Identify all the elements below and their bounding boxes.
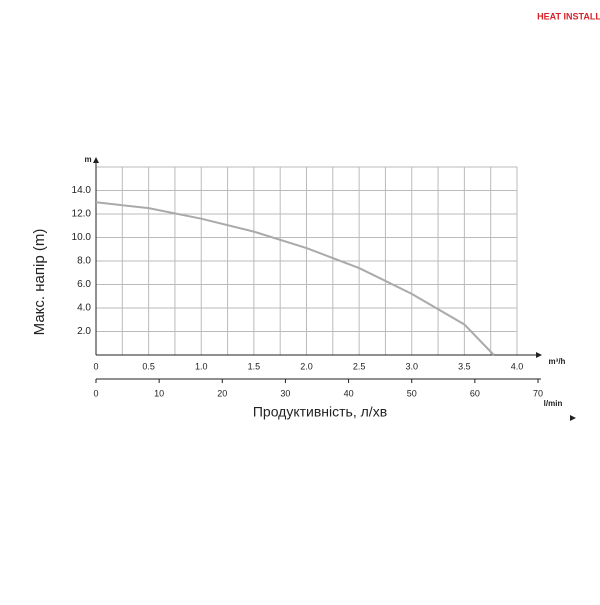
x2-tick-label: 0 [93,388,98,398]
x2-tick-label: 70 [533,388,543,398]
y-tick-label: 2.0 [77,326,91,337]
x-tick-label: 4.0 [511,361,524,371]
x2-tick-label: 10 [154,388,164,398]
y-tick-label: 4.0 [77,303,91,314]
x2-unit: l/min [544,399,563,408]
arrow [570,415,576,421]
x2-tick-label: 60 [470,388,480,398]
x2-tick-label: 40 [344,388,354,398]
y-tick-label: 6.0 [77,279,91,290]
arrow [93,157,99,163]
x-tick-label: 0 [93,361,98,371]
x-tick-label: 1.5 [248,361,261,371]
y-axis-title: Макс. напір (m) [31,229,48,336]
arrow [536,352,542,358]
x2-tick-label: 30 [280,388,290,398]
y-tick-label: 8.0 [77,256,91,267]
y-tick-label: 10.0 [72,232,92,243]
x-tick-label: 3.0 [405,361,418,371]
y-tick-label: 12.0 [72,209,92,220]
x2-tick-label: 20 [217,388,227,398]
x-axis-title: Продуктивність, л/хв [253,404,387,420]
x-tick-label: 3.5 [458,361,471,371]
curve [95,201,495,356]
x-tick-label: 2.5 [353,361,366,371]
brand-logo: HEAT INSTALL [537,11,600,21]
x2-tick-label: 50 [407,388,417,398]
y-unit: m [84,155,91,164]
x-tick-label: 0.5 [142,361,155,371]
y-tick-label: 14.0 [72,185,92,196]
x-tick-label: 2.0 [300,361,313,371]
x-tick-label: 1.0 [195,361,208,371]
x-unit: m³/h [549,357,566,366]
